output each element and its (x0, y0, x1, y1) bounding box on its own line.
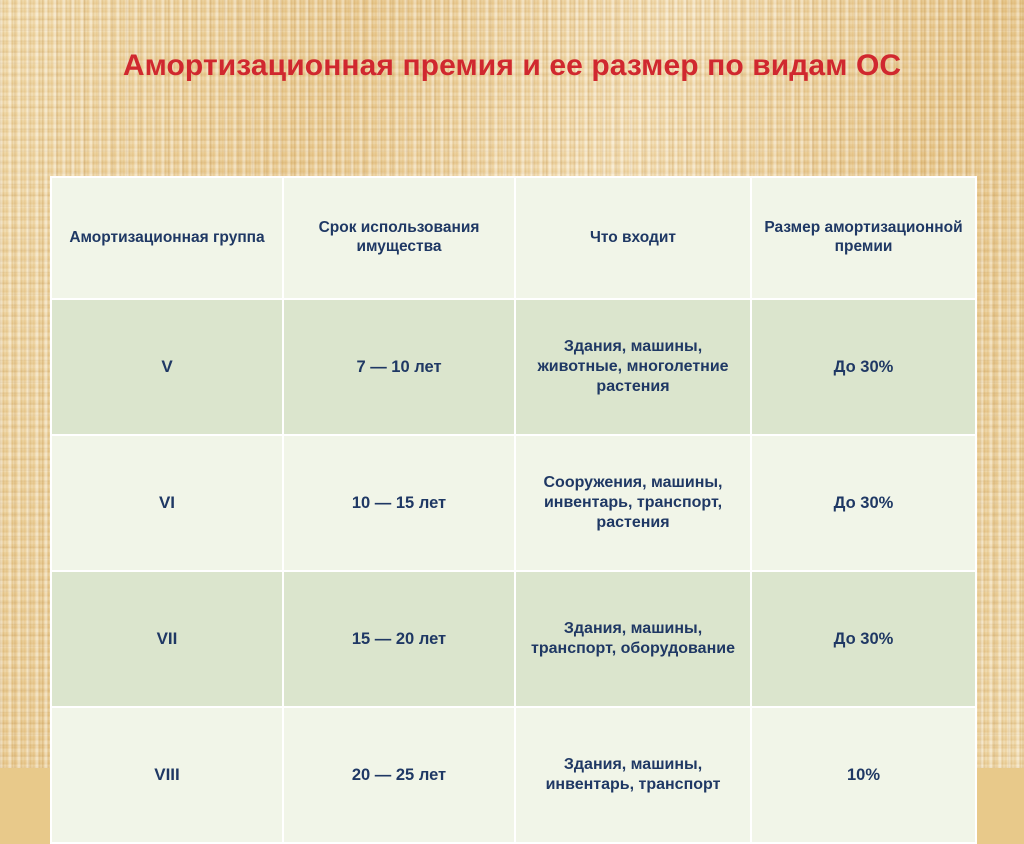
cell-contents: Здания, машины, инвентарь, транспорт (514, 706, 752, 844)
page-title: Амортизационная премия и ее размер по ви… (122, 49, 902, 82)
cell-contents: Здания, машины, транспорт, оборудование (514, 570, 752, 708)
column-header-group: Амортизационная группа (50, 176, 284, 300)
cell-period: 15 — 20 лет (282, 570, 516, 708)
cell-group: V (50, 298, 284, 436)
cell-contents: Здания, машины, животные, многолетние ра… (514, 298, 752, 436)
cell-premium: 10% (750, 706, 977, 844)
cell-group: VIII (50, 706, 284, 844)
table-body: V 7 — 10 лет Здания, машины, животные, м… (50, 298, 977, 844)
cell-group: VI (50, 434, 284, 572)
table-row: V 7 — 10 лет Здания, машины, животные, м… (50, 298, 977, 436)
column-header-premium: Размер амортизационной премии (750, 176, 977, 300)
column-header-period: Срок использования имущества (282, 176, 516, 300)
depreciation-table-container: Амортизационная группа Срок использовани… (50, 176, 977, 844)
cell-period: 10 — 15 лет (282, 434, 516, 572)
cell-premium: До 30% (750, 434, 977, 572)
slide-content: Амортизационная премия и ее размер по ви… (50, 49, 977, 844)
column-header-contents: Что входит (514, 176, 752, 300)
table-row: VI 10 — 15 лет Сооружения, машины, инвен… (50, 434, 977, 572)
table-header: Амортизационная группа Срок использовани… (50, 176, 977, 300)
cell-period: 7 — 10 лет (282, 298, 516, 436)
cell-group: VII (50, 570, 284, 708)
table-row: VII 15 — 20 лет Здания, машины, транспор… (50, 570, 977, 708)
table-row: VIII 20 — 25 лет Здания, машины, инвента… (50, 706, 977, 844)
cell-contents: Сооружения, машины, инвентарь, транспорт… (514, 434, 752, 572)
depreciation-table: Амортизационная группа Срок использовани… (50, 176, 977, 844)
cell-premium: До 30% (750, 298, 977, 436)
cell-period: 20 — 25 лет (282, 706, 516, 844)
table-header-row: Амортизационная группа Срок использовани… (50, 176, 977, 300)
cell-premium: До 30% (750, 570, 977, 708)
